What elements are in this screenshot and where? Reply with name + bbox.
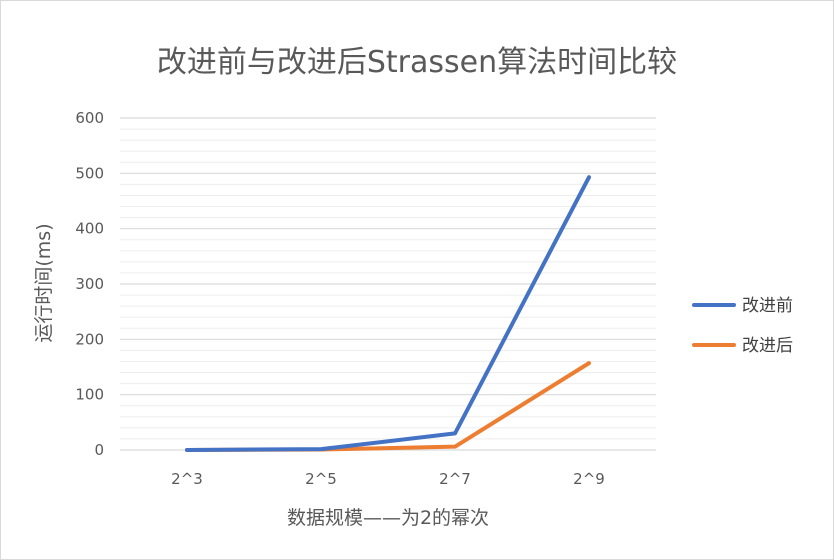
x-tick-label: 2^9	[573, 470, 605, 488]
x-axis-label: 数据规模——为2的幂次	[287, 507, 489, 529]
y-tick-label: 300	[75, 275, 104, 293]
x-axis-ticks: 2^3 2^5 2^7 2^9	[171, 470, 605, 488]
y-axis-label: 运行时间(ms)	[33, 223, 55, 342]
y-tick-label: 400	[75, 220, 104, 238]
gridlines	[120, 117, 656, 451]
x-tick-label: 2^3	[171, 470, 203, 488]
y-axis-ticks: 0 100 200 300 400 500 600	[75, 109, 104, 459]
x-tick-label: 2^5	[305, 470, 337, 488]
y-tick-label: 500	[75, 164, 104, 182]
series-lines	[185, 175, 591, 452]
y-tick-label: 0	[94, 441, 104, 459]
series-line	[185, 175, 591, 452]
y-tick-label: 200	[75, 330, 104, 348]
x-tick-label: 2^7	[439, 470, 471, 488]
y-tick-label: 600	[75, 109, 104, 127]
chart-title: 改进前与改进后Strassen算法时间比较	[157, 45, 677, 80]
legend-label: 改进后	[742, 336, 793, 356]
legend-label: 改进前	[742, 296, 793, 316]
series-line	[185, 361, 591, 452]
y-tick-label: 100	[75, 386, 104, 404]
